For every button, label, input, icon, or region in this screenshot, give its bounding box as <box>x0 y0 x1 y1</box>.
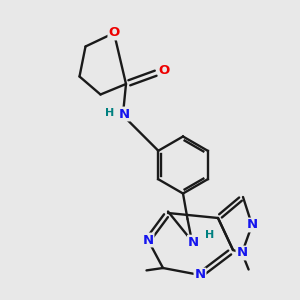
Text: N: N <box>142 233 154 247</box>
Text: N: N <box>188 236 199 249</box>
Text: O: O <box>159 64 170 77</box>
Text: O: O <box>108 26 120 40</box>
Text: N: N <box>194 268 206 281</box>
Text: N: N <box>246 218 258 232</box>
Text: H: H <box>105 107 114 118</box>
Text: N: N <box>236 247 247 260</box>
Text: H: H <box>205 230 214 240</box>
Text: N: N <box>119 107 130 121</box>
